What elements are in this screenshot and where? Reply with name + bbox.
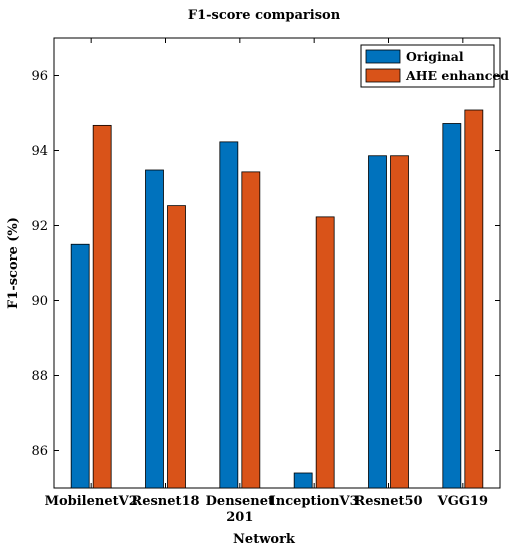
bar-original-resnet50 <box>368 155 387 489</box>
x-tick-label: MobilenetV2 <box>45 494 138 509</box>
bar-ahe-enhanced-resnet18 <box>167 205 186 489</box>
legend: Original AHE enhanced <box>360 44 509 88</box>
bar-ahe-enhanced-inceptionv3 <box>315 216 335 489</box>
legend-label-original: Original <box>406 49 464 64</box>
y-tick-label: 94 <box>31 144 48 159</box>
x-tick-label: InceptionV3 <box>270 494 359 509</box>
bars-group <box>70 109 484 489</box>
x-tick-label: Densenet 201 <box>206 494 274 525</box>
x-tick-label: Resnet50 <box>354 494 422 509</box>
legend-label-ahe-enhanced: AHE enhanced <box>405 68 509 83</box>
y-tick-label: 88 <box>31 369 48 384</box>
plot-area <box>53 37 501 489</box>
bar-original-vgg19 <box>442 123 462 489</box>
bar-original-mobilenetv2 <box>70 243 90 489</box>
bar-original-resnet18 <box>145 169 164 489</box>
y-axis-label: F1-score (%) <box>6 217 21 309</box>
x-tick-label: Resnet18 <box>131 494 199 509</box>
bar-original-densenet-201 <box>219 141 239 489</box>
bar-ahe-enhanced-vgg19 <box>464 109 484 489</box>
bar-ahe-enhanced-mobilenetv2 <box>92 124 112 489</box>
chart-title: F1-score comparison <box>188 8 341 23</box>
y-tick-label: 92 <box>31 219 48 234</box>
legend-swatch-ahe-enhanced <box>365 68 401 83</box>
bar-ahe-enhanced-resnet50 <box>390 155 409 489</box>
x-axis-label: Network <box>233 532 296 547</box>
legend-swatch-original <box>365 49 401 64</box>
y-axis-ticks: 86 88 90 92 94 96 <box>31 69 500 459</box>
y-tick-label: 90 <box>31 294 48 309</box>
bar-original-inceptionv3 <box>293 472 313 489</box>
y-tick-label: 96 <box>31 69 48 84</box>
y-tick-label: 86 <box>31 444 48 459</box>
x-tick-label: VGG19 <box>437 494 488 509</box>
bar-ahe-enhanced-densenet-201 <box>241 171 261 489</box>
